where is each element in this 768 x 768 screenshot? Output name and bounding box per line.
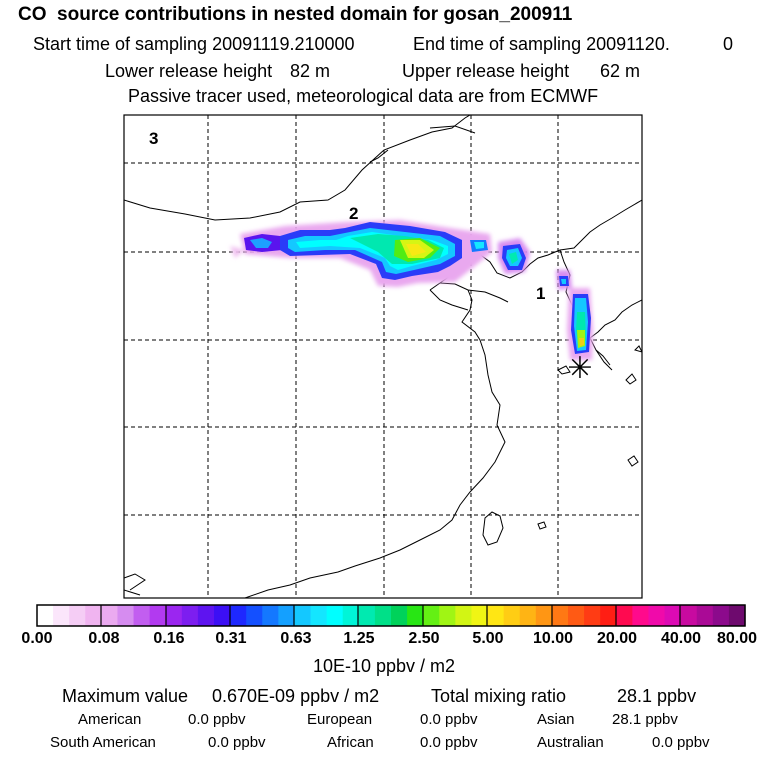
colorbar-swatch xyxy=(391,605,408,626)
upper-height-value: 62 m xyxy=(600,61,641,81)
total-mixing-label: Total mixing ratio xyxy=(431,686,567,706)
total-mixing-value: 28.1 ppbv xyxy=(617,686,697,706)
colorbar-swatch xyxy=(262,605,279,626)
colorbar-swatch xyxy=(246,605,263,626)
receptor-star-icon: ✳ xyxy=(567,351,592,386)
colorbar-swatch xyxy=(374,605,392,626)
region-name: European xyxy=(307,711,373,728)
colorbar-swatch xyxy=(664,605,682,626)
colorbar-swatch xyxy=(197,605,215,626)
colorbar-swatch xyxy=(149,605,167,626)
colorbar-swatch xyxy=(165,605,183,626)
colorbar-frame xyxy=(36,604,746,627)
co-contribution-plume xyxy=(230,220,593,360)
colorbar-label: 2.50 xyxy=(408,630,440,647)
colorbar-label: 20.00 xyxy=(596,630,638,647)
end-time-value: 0 xyxy=(723,34,734,54)
colorbar-swatch xyxy=(326,605,344,626)
colorbar-swatch xyxy=(342,605,360,626)
colorbar-swatch xyxy=(37,605,54,626)
region-value: 0.0 ppbv xyxy=(652,734,710,751)
region-name: Asian xyxy=(537,711,575,728)
colorbar-swatch xyxy=(728,605,746,626)
colorbar-swatch xyxy=(181,605,199,626)
lower-height-value: 82 m xyxy=(290,61,331,81)
colorbar-swatch xyxy=(133,605,151,626)
colorbar-swatch xyxy=(503,605,521,626)
upper-height-label: Upper release height xyxy=(402,61,570,81)
colorbar-swatch xyxy=(117,605,135,626)
colorbar-swatch xyxy=(294,605,312,626)
max-value: 0.670E-09 ppbv / m2 xyxy=(212,686,380,706)
marker-3: 3 xyxy=(149,129,158,148)
marker-2: 2 xyxy=(349,204,358,223)
colorbar-swatch xyxy=(407,605,424,626)
islands xyxy=(482,345,642,546)
colorbar-swatch xyxy=(568,605,585,626)
colorbar-swatch xyxy=(439,605,456,626)
region-value: 0.0 ppbv xyxy=(420,711,478,728)
plot-title: CO source contributions in nested domain… xyxy=(18,4,573,25)
max-value-label: Maximum value xyxy=(62,686,189,706)
colorbar-swatch xyxy=(600,605,617,626)
colorbar-swatch xyxy=(712,605,730,626)
colorbar-swatch xyxy=(696,605,714,626)
colorbar-swatch xyxy=(310,605,328,626)
colorbar-label: 1.25 xyxy=(343,630,375,647)
colorbar-swatch xyxy=(278,605,296,626)
colorbar-swatch xyxy=(616,605,633,626)
colorbar-label: 5.00 xyxy=(472,630,504,647)
colorbar-swatch xyxy=(455,605,473,626)
colorbar-swatch xyxy=(214,605,231,626)
colorbar-label: 10.00 xyxy=(532,630,574,647)
region-name: South American xyxy=(50,734,156,751)
coastlines xyxy=(124,115,642,598)
colorbar-label: 0.00 xyxy=(21,630,53,647)
colorbar-unit: 10E-10 ppbv / m2 xyxy=(312,656,456,676)
colorbar-swatch xyxy=(69,605,86,626)
lower-height-label: Lower release height xyxy=(105,61,273,81)
marker-1: 1 xyxy=(536,284,545,303)
region-value: 0.0 ppbv xyxy=(208,734,266,751)
colorbar-swatch xyxy=(423,605,440,626)
region-value: 28.1 ppbv xyxy=(612,711,678,728)
colorbar-swatch xyxy=(584,605,601,626)
map-frame xyxy=(123,114,643,599)
colorbar-label: 0.63 xyxy=(280,630,312,647)
region-name: African xyxy=(327,734,374,751)
colorbar-swatch xyxy=(85,605,102,626)
region-name: Australian xyxy=(537,734,604,751)
region-value: 0.0 ppbv xyxy=(420,734,478,751)
colorbar-swatch xyxy=(53,605,70,626)
region-value: 0.0 ppbv xyxy=(188,711,246,728)
colorbar-swatch xyxy=(519,605,537,626)
colorbar-label: 80.00 xyxy=(716,630,758,647)
colorbar-label: 0.31 xyxy=(215,630,247,647)
map-gridlines xyxy=(124,115,642,598)
colorbar-label: 0.16 xyxy=(153,630,185,647)
end-time-label: End time of sampling 20091120. xyxy=(413,34,670,54)
colorbar xyxy=(37,605,746,626)
colorbar-label: 40.00 xyxy=(660,630,702,647)
start-time-label: Start time of sampling 20091119.210000 xyxy=(33,34,355,54)
colorbar-swatch xyxy=(230,605,247,626)
tracer-note: Passive tracer used, meteorological data… xyxy=(128,86,599,106)
region-name: American xyxy=(78,711,142,728)
colorbar-swatch xyxy=(487,605,505,626)
colorbar-swatch xyxy=(648,605,666,626)
colorbar-swatch xyxy=(551,605,569,626)
colorbar-swatch xyxy=(680,605,698,626)
colorbar-label: 0.08 xyxy=(88,630,120,647)
colorbar-swatch xyxy=(101,605,119,626)
colorbar-swatch xyxy=(471,605,489,626)
colorbar-dividers xyxy=(100,605,681,626)
colorbar-swatch xyxy=(632,605,650,626)
colorbar-swatch xyxy=(358,605,376,626)
colorbar-swatch xyxy=(535,605,553,626)
